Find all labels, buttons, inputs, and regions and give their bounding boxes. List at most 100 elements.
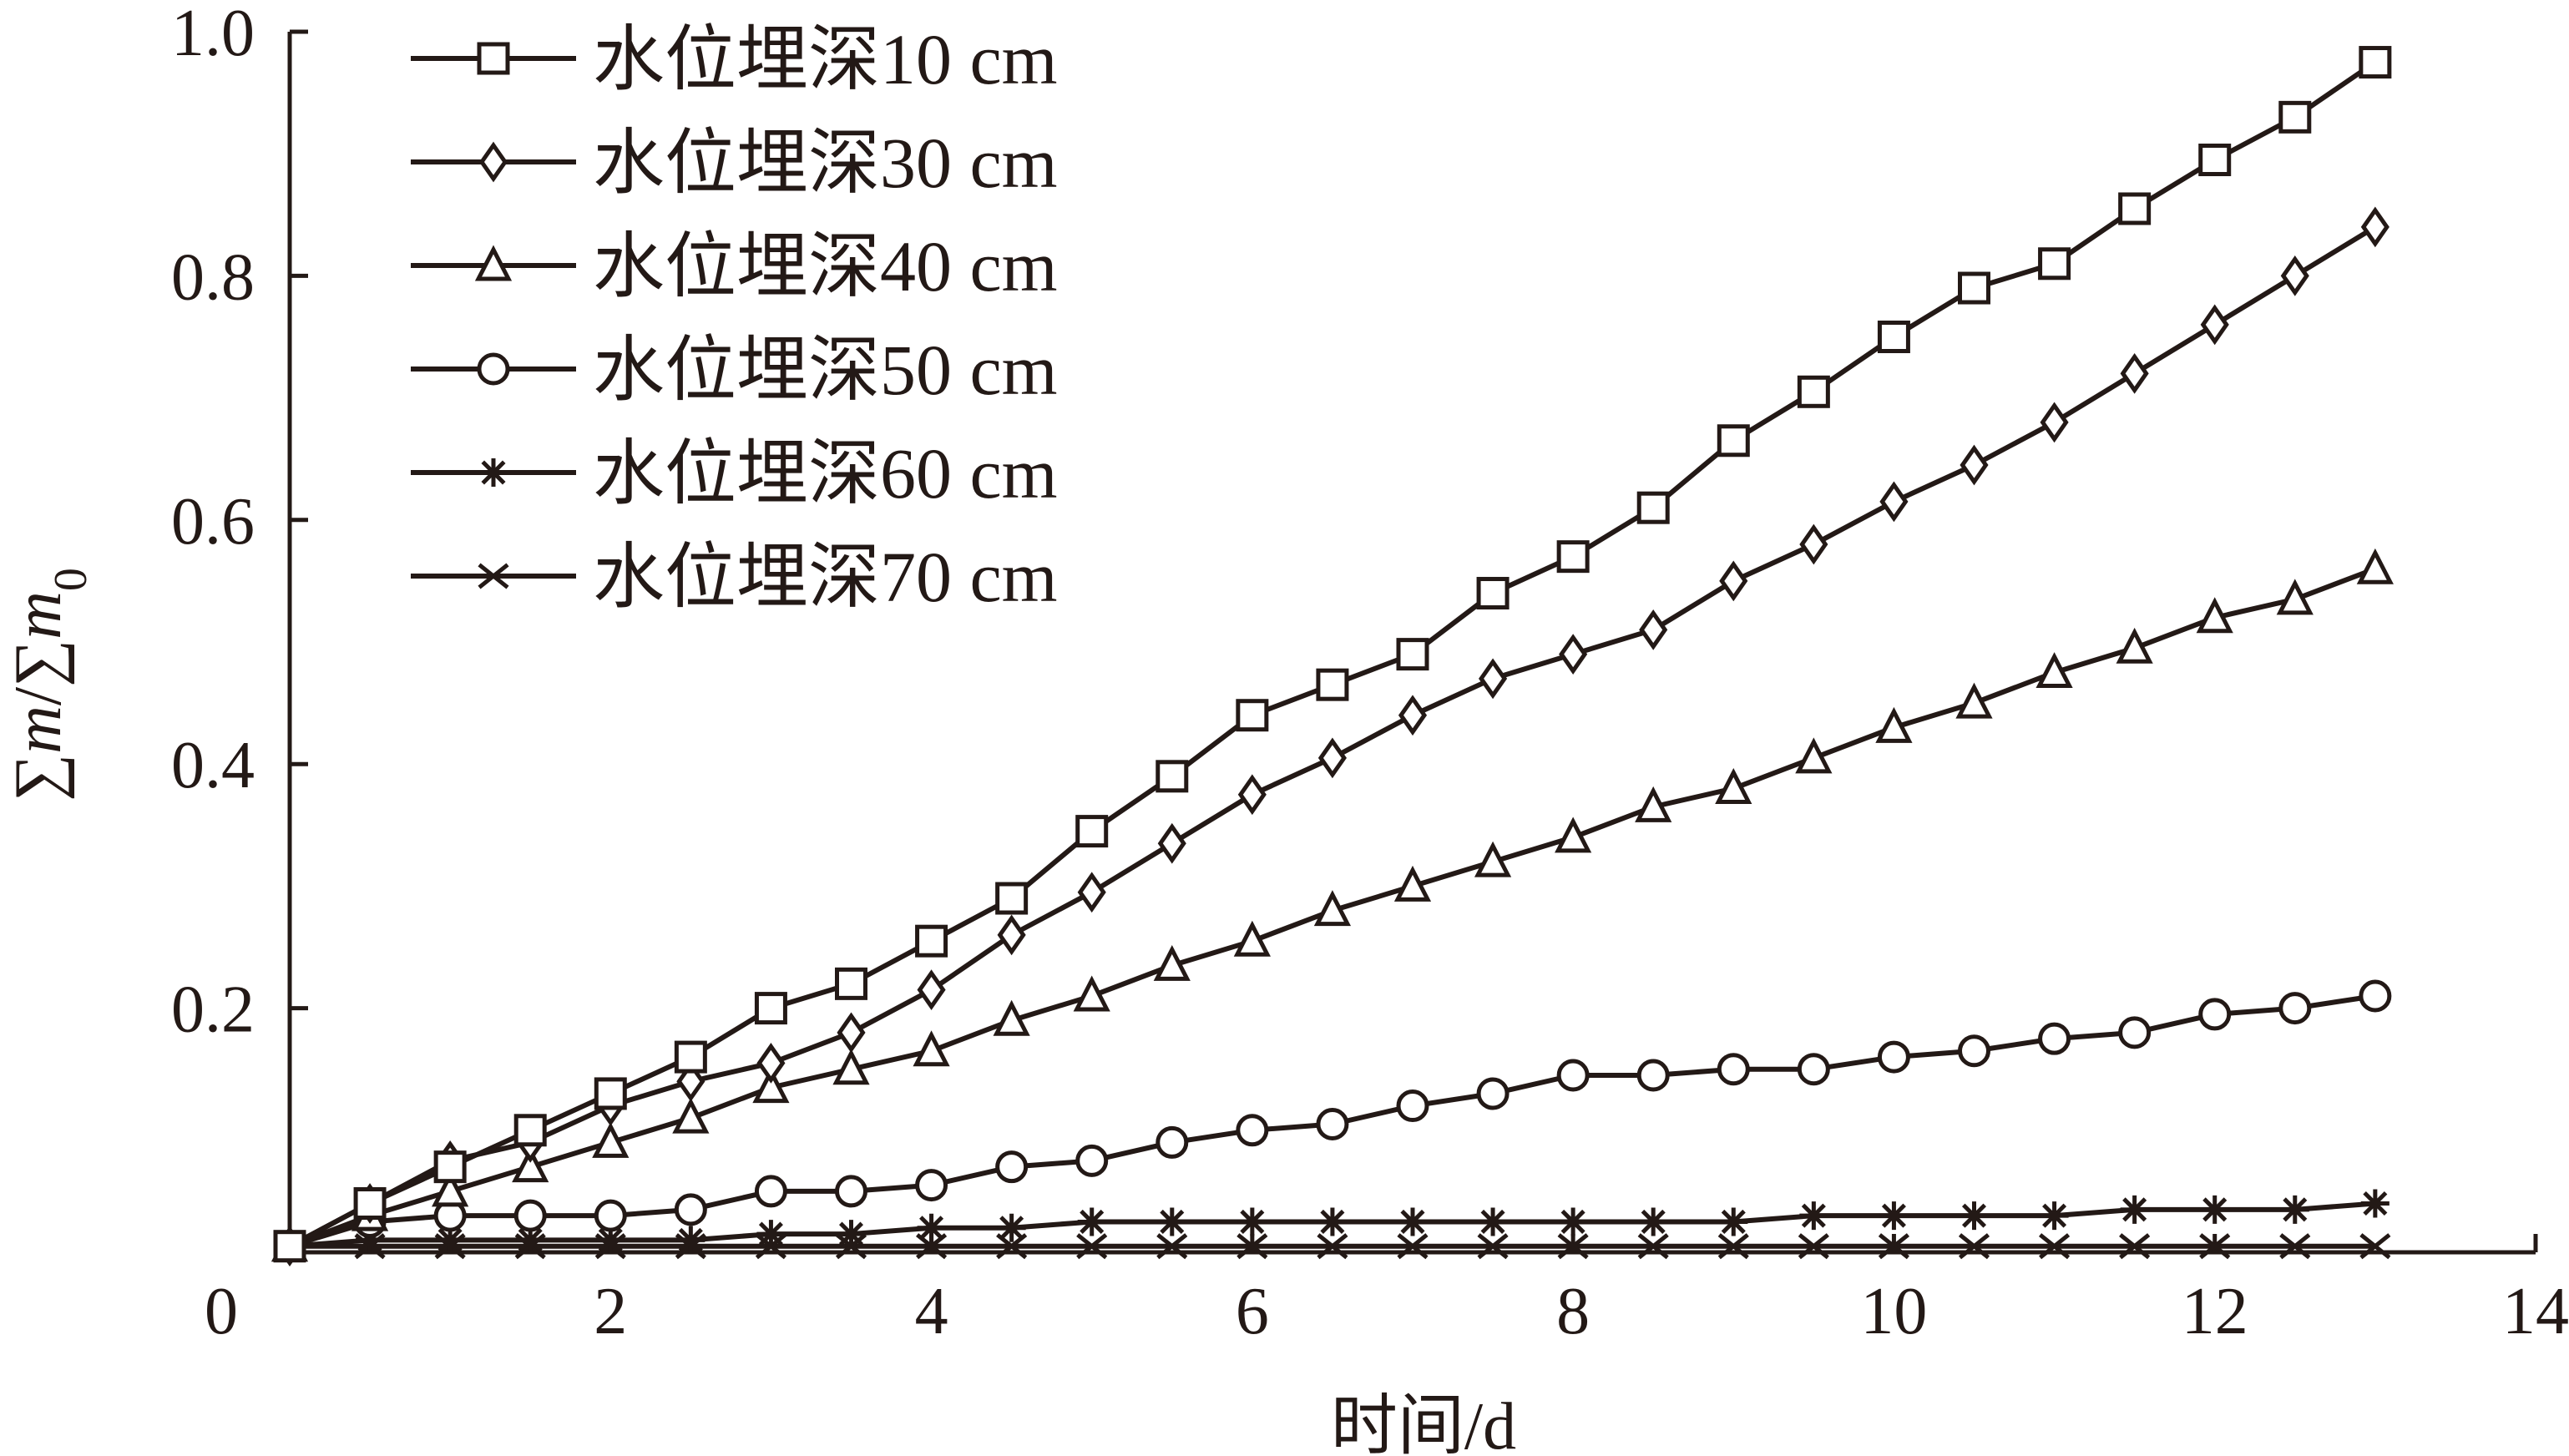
data-point [2278, 992, 2312, 1025]
data-point [756, 1043, 786, 1084]
plot-series [271, 46, 2394, 1267]
data-point [1637, 1233, 1669, 1260]
data-point [995, 882, 1029, 915]
data-point [837, 1220, 866, 1249]
data-point [915, 924, 948, 958]
data-point [1317, 1233, 1348, 1260]
data-point [1077, 1207, 1106, 1236]
data-point [1316, 668, 1349, 701]
legend: 水位埋深10 cm 水位埋深30 cm 水位埋深40 cm 水位埋深50 cm 水位埋深… [411, 19, 1058, 617]
data-point [754, 1175, 787, 1208]
data-point [1719, 560, 1748, 602]
data-point [756, 1220, 786, 1249]
data-point [2120, 353, 2149, 394]
data-point [1799, 523, 1828, 565]
y-axis-title-text: ∑m/∑m0 [2, 568, 97, 801]
data-point [1236, 1114, 1269, 1147]
data-point [1396, 1089, 1429, 1123]
legend-label: 水位埋深30 cm [593, 123, 1058, 203]
data-point [1237, 774, 1267, 816]
data-point [2279, 1233, 2311, 1260]
legend-item: 水位埋深40 cm [411, 226, 1058, 306]
legend-item: 水位埋深50 cm [411, 330, 1058, 410]
data-point [1795, 737, 1833, 774]
data-point [1955, 682, 1993, 719]
data-point [1397, 1233, 1429, 1260]
data-point [2359, 1233, 2391, 1260]
data-point [1879, 481, 1909, 523]
data-point [1797, 375, 1830, 408]
y-axis-title: ∑m/∑m0 [2, 568, 97, 801]
data-point [1396, 638, 1429, 671]
data-point [1797, 1053, 1830, 1086]
data-point [1073, 975, 1110, 1012]
data-point [1879, 1201, 1909, 1231]
data-point [835, 967, 867, 1000]
legend-marker [477, 42, 510, 75]
data-point [1398, 695, 1428, 736]
data-point [1636, 1059, 1670, 1092]
legend-label: 水位埋深40 cm [593, 226, 1058, 306]
legend-marker [478, 563, 509, 589]
x-tick-labels: 2 4 6 8 10 12 14 [594, 1275, 2569, 1348]
series-triangle [271, 548, 2394, 1262]
data-point [1156, 1233, 1188, 1260]
data-point [516, 1226, 545, 1255]
data-point [1157, 822, 1186, 864]
data-point [1233, 920, 1271, 957]
data-point [1878, 1233, 1909, 1260]
data-point [1477, 1233, 1509, 1260]
data-point [995, 1150, 1029, 1184]
data-point [2360, 206, 2389, 248]
data-point [2035, 652, 2073, 689]
data-point [596, 1226, 625, 1255]
data-point [1715, 767, 1752, 804]
data-point [1798, 1233, 1829, 1260]
data-point [913, 1030, 950, 1067]
x-tick-label: 10 [1860, 1275, 1927, 1348]
data-point [433, 1150, 467, 1184]
data-point [1958, 1233, 1990, 1260]
data-point [2199, 1233, 2231, 1260]
legend-label: 水位埋深10 cm [593, 19, 1058, 99]
data-point [1960, 1201, 1989, 1231]
axes [287, 29, 2538, 1255]
legend-item: 水位埋深10 cm [411, 19, 1058, 99]
data-point [353, 1187, 387, 1221]
x-axis-title: 时间/d [1331, 1390, 1516, 1456]
data-point [2356, 548, 2394, 584]
data-point [513, 1199, 547, 1232]
data-point [512, 1146, 549, 1183]
data-point [432, 1170, 469, 1207]
data-point [1958, 271, 1990, 305]
data-point [1236, 1233, 1268, 1260]
data-point [672, 1097, 710, 1134]
data-point [835, 1175, 867, 1208]
data-point [1077, 872, 1106, 913]
legend-label: 水位埋深60 cm [593, 433, 1058, 513]
data-point [2280, 1195, 2309, 1224]
data-point [2119, 1233, 2151, 1260]
data-point [917, 1213, 946, 1242]
data-point [1398, 1207, 1427, 1236]
data-point [1877, 321, 1910, 353]
data-point [752, 1067, 790, 1104]
x-tick-label: 4 [915, 1275, 948, 1348]
data-point [993, 999, 1030, 1036]
legend-marker [478, 141, 508, 183]
data-point [2120, 1195, 2149, 1224]
data-point [1557, 1233, 1589, 1260]
data-point [356, 1226, 385, 1255]
data-point [1717, 1233, 1749, 1260]
data-point [1393, 865, 1432, 902]
data-point [1313, 890, 1352, 927]
data-point [1717, 424, 1750, 458]
data-point [2198, 144, 2232, 177]
data-point [674, 1040, 707, 1074]
data-point [2118, 192, 2152, 225]
x-tick-label: 14 [2502, 1275, 2569, 1348]
y-tick-labels: 0.2 0.4 0.6 0.8 1.0 [171, 0, 255, 1047]
origin-label: 0 [205, 1275, 238, 1348]
data-point [1479, 1207, 1508, 1236]
